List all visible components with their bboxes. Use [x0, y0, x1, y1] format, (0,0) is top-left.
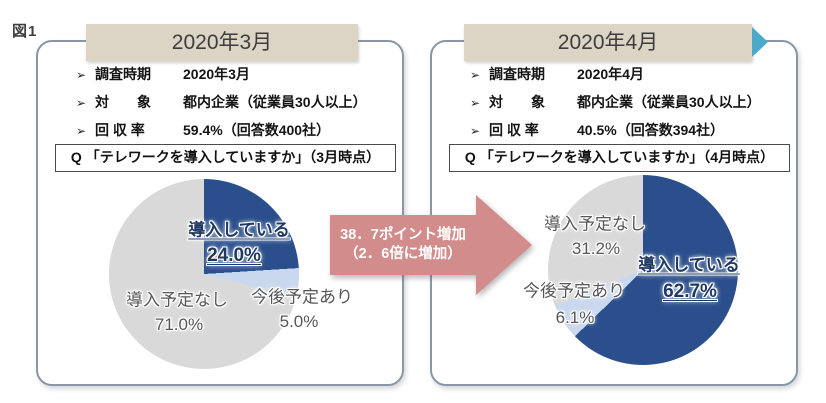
slice-value-planned: 5.0% [279, 312, 319, 331]
survey-period-label: 調査時期 [95, 66, 151, 82]
survey-period-value: 2020年4月 [577, 66, 644, 82]
slice-value-no-plan: 31.2% [571, 239, 621, 258]
response-rate-row: ➢ 回 収 率 59.4%（回答数400社） [76, 121, 396, 140]
response-rate-value: 40.5%（回答数394社） [577, 122, 725, 138]
bullet-arrow-icon: ➢ [76, 96, 87, 110]
survey-period-value: 2020年3月 [183, 66, 250, 82]
slice-value-no-plan: 71.0% [154, 315, 204, 334]
question-box-march: Q 「テレワークを導入していますか」（3月時点） [55, 144, 396, 172]
slice-value-adopted: 24.0% [207, 245, 261, 266]
panel-march-survey-info: ➢ 調査時期 2020年3月 ➢ 対 象 都内企業（従業員30人以上） ➢ 回 … [76, 65, 396, 149]
slice-label-planned: 今後予定あり [523, 281, 625, 301]
pie-chart-march [109, 179, 299, 369]
survey-period-row: ➢ 調査時期 2020年4月 [470, 65, 790, 84]
slice-label-no-plan: 導入予定なし [126, 290, 228, 310]
slice-label-no-plan: 導入予定なし [544, 214, 646, 234]
survey-target-label: 対 象 [95, 94, 151, 110]
slice-value-adopted: 62.7% [663, 281, 717, 302]
response-rate-label: 回 収 率 [489, 122, 539, 138]
header-arrow-icon [752, 27, 768, 57]
slice-label-adopted: 導入している [638, 255, 740, 275]
panel-march-header: 2020年3月 [86, 24, 358, 61]
slice-label-adopted: 導入している [188, 220, 290, 240]
response-rate-label: 回 収 率 [95, 122, 145, 138]
increase-arrow-head-icon [476, 195, 532, 295]
panel-april-header: 2020年4月 [464, 24, 752, 61]
increase-arrow-line1: 38．7ポイント増加 [340, 227, 466, 243]
response-rate-value: 59.4%（回答数400社） [183, 122, 331, 138]
bullet-arrow-icon: ➢ [76, 68, 87, 82]
slice-label-planned: 今後予定あり [251, 287, 353, 307]
bullet-arrow-icon: ➢ [76, 124, 87, 138]
survey-target-label: 対 象 [489, 94, 545, 110]
survey-period-label: 調査時期 [489, 66, 545, 82]
panel-april-survey-info: ➢ 調査時期 2020年4月 ➢ 対 象 都内企業（従業員30人以上） ➢ 回 … [470, 65, 790, 149]
panel-march: 2020年3月 ➢ 調査時期 2020年3月 ➢ 対 象 都内企業（従業員30人… [36, 24, 404, 386]
survey-period-row: ➢ 調査時期 2020年3月 [76, 65, 396, 84]
bullet-arrow-icon: ➢ [470, 68, 481, 82]
increase-arrow-body: 38．7ポイント増加 （2．6倍に増加） [330, 215, 476, 275]
figure-label: 図1 [12, 23, 38, 40]
survey-target-value: 都内企業（従業員30人以上） [183, 94, 367, 110]
increase-arrow-line2: （2．6倍に増加） [344, 246, 462, 262]
bullet-arrow-icon: ➢ [470, 96, 481, 110]
bullet-arrow-icon: ➢ [470, 124, 481, 138]
response-rate-row: ➢ 回 収 率 40.5%（回答数394社） [470, 121, 790, 140]
survey-target-row: ➢ 対 象 都内企業（従業員30人以上） [470, 93, 790, 112]
survey-target-row: ➢ 対 象 都内企業（従業員30人以上） [76, 93, 396, 112]
slice-value-planned: 6.1% [555, 308, 595, 327]
pie-chart-april [548, 175, 738, 365]
increase-arrow: 38．7ポイント増加 （2．6倍に増加） [330, 195, 532, 295]
survey-target-value: 都内企業（従業員30人以上） [577, 94, 761, 110]
question-box-april: Q 「テレワークを導入していますか」（4月時点） [449, 144, 790, 172]
